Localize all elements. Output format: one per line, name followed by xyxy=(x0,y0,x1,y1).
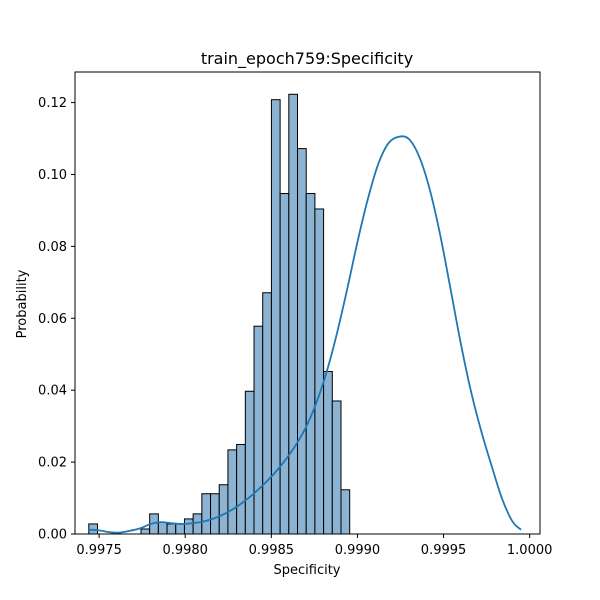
histogram-bar xyxy=(157,521,168,535)
y-tick-label: 0.10 xyxy=(38,168,67,183)
histogram-bar xyxy=(305,193,316,535)
x-tick-label: 0.9990 xyxy=(335,543,381,558)
y-tick-label: 0.08 xyxy=(38,240,67,255)
y-tick-label: 0.12 xyxy=(38,96,67,111)
x-axis-title: Specificity xyxy=(274,563,341,578)
histogram-bar xyxy=(262,292,272,535)
histogram-bar xyxy=(192,513,203,535)
histogram-bar xyxy=(331,400,342,535)
histogram-bar xyxy=(218,484,229,535)
histogram-bar xyxy=(288,93,299,535)
histogram-bar xyxy=(183,518,194,535)
histogram-bar xyxy=(210,493,220,535)
chart-title: train_epoch759:Specificity xyxy=(201,49,413,69)
kde-curve-layer xyxy=(88,135,522,534)
y-tick-label: 0.06 xyxy=(38,312,67,327)
histogram-bar xyxy=(279,193,290,535)
y-axis-title: Probability xyxy=(15,269,30,338)
histogram-bar xyxy=(253,325,264,535)
kde-line xyxy=(88,135,522,534)
histogram-bar xyxy=(201,493,212,535)
y-tick-label: 0.02 xyxy=(38,456,67,471)
histogram-bar xyxy=(140,528,151,535)
histogram-bar xyxy=(297,148,307,535)
x-tick-label: 0.9980 xyxy=(162,543,208,558)
histogram-bar xyxy=(314,208,325,535)
x-tick-label: 0.9985 xyxy=(249,543,295,558)
histogram-bar xyxy=(244,390,255,535)
histogram-bar xyxy=(236,443,246,535)
y-tick-label: 0.04 xyxy=(38,384,67,399)
x-tick-label: 0.9995 xyxy=(421,543,467,558)
histogram-bar xyxy=(227,449,238,535)
y-tick-label: 0.00 xyxy=(38,528,67,543)
histogram-bar xyxy=(323,370,333,535)
x-tick-label: 1.0000 xyxy=(507,543,553,558)
histogram-bar xyxy=(175,523,185,535)
x-axis-ticks: 0.9975 0.9980 0.9985 0.9990 0.9995 1.0000 xyxy=(76,534,552,558)
x-tick-label: 0.9975 xyxy=(76,543,122,558)
plot-area-frame xyxy=(74,71,541,535)
y-axis-ticks: 0.00 0.02 0.04 0.06 0.08 0.10 0.12 xyxy=(38,96,75,543)
histogram-bar xyxy=(166,523,177,535)
histogram-bar xyxy=(340,489,351,535)
